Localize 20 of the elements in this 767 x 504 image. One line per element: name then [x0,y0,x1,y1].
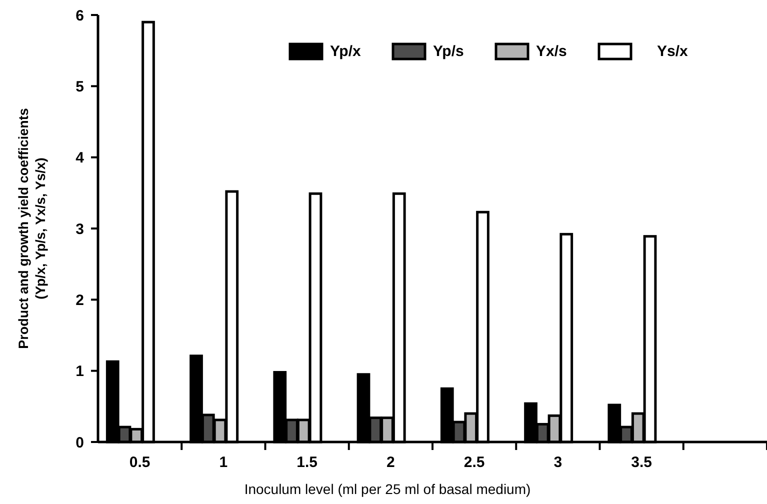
y-tick-label: 5 [76,78,84,96]
x-tick-label: 0.5 [129,454,150,471]
legend-label: Yp/s [433,43,464,60]
x-tick-label: 3 [554,454,562,471]
y-axis-title: Product and growth yield coefficients (Yp/x, Yp/s, Yx/s, Ys/x) [16,108,48,349]
y-tick-label: 2 [76,292,84,309]
y-tick-label: 4 [76,150,85,167]
x-tick-label: 1.5 [296,454,318,471]
legend-label: Ys/x [657,43,689,60]
legend-label: Yp/x [330,43,362,60]
legend-label: Yx/s [536,43,567,60]
x-axis-title: Inoculum level (ml per 25 ml of basal medium) [244,481,531,497]
x-tick-label: 2.5 [464,454,485,471]
x-tick-label: 3.5 [631,454,652,471]
y-tick-label: 3 [76,220,84,238]
y-tick-label: 1 [76,363,84,380]
x-tick-label: 1 [219,454,228,471]
y-tick-label: 6 [76,7,84,24]
y-tick-label: 0 [76,434,84,452]
x-tick-label: 2 [386,454,395,471]
